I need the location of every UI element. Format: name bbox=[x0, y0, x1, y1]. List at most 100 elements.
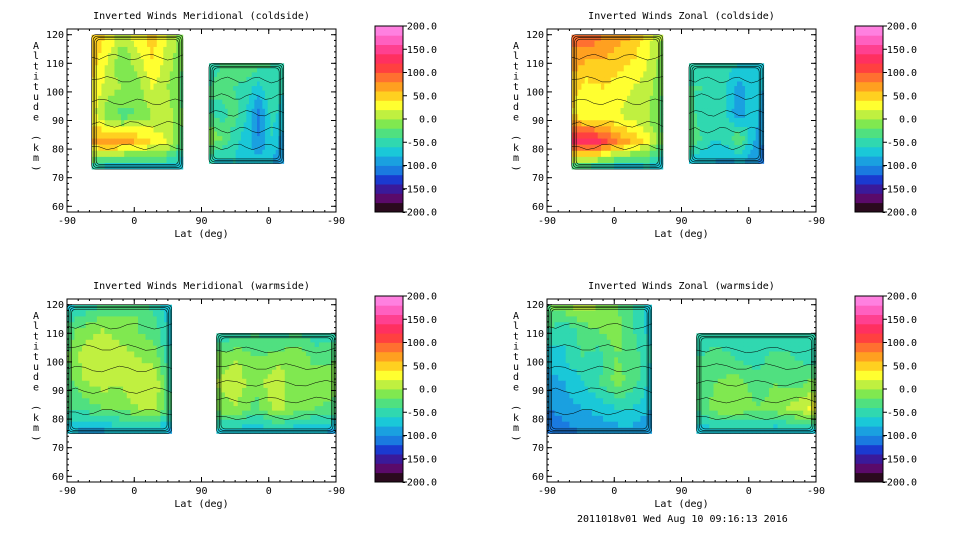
contour-line bbox=[551, 308, 648, 430]
contour-cell bbox=[271, 387, 277, 393]
contour-cell bbox=[327, 419, 333, 425]
contour-cell bbox=[614, 369, 619, 376]
contour-cell bbox=[89, 351, 94, 358]
contour-cell bbox=[270, 127, 274, 132]
contour-cell bbox=[81, 421, 87, 428]
contour-cell bbox=[70, 363, 75, 370]
contour-cell bbox=[644, 398, 649, 405]
contour-cell bbox=[137, 59, 141, 66]
contour-cell bbox=[739, 140, 743, 146]
contour-cell bbox=[599, 351, 604, 358]
contour-cell bbox=[173, 83, 177, 91]
contour-cell bbox=[137, 322, 143, 329]
contour-cell bbox=[587, 144, 592, 152]
contour-cell bbox=[721, 90, 725, 96]
contour-cell bbox=[156, 95, 161, 103]
contour-cell bbox=[85, 421, 90, 428]
contour-cell bbox=[281, 95, 285, 101]
contour-cell bbox=[163, 77, 167, 84]
contour-cell bbox=[101, 114, 106, 121]
contour-cell bbox=[742, 131, 746, 137]
contour-cell bbox=[163, 71, 167, 78]
contour-cell bbox=[627, 120, 631, 127]
contour-cell bbox=[263, 419, 269, 425]
contour-cell bbox=[94, 132, 99, 139]
contour-cell bbox=[632, 316, 638, 323]
contour-cell bbox=[644, 339, 649, 347]
contour-cell bbox=[574, 71, 579, 78]
contour-cell bbox=[143, 150, 148, 158]
contour-cell bbox=[137, 392, 143, 399]
contour-cell bbox=[91, 77, 96, 84]
contour-cell bbox=[278, 127, 282, 132]
contour-cell bbox=[614, 374, 619, 382]
contour-cell bbox=[632, 415, 638, 423]
contour-line bbox=[688, 143, 764, 150]
contour-cell bbox=[610, 392, 615, 399]
contour-cell bbox=[220, 415, 226, 421]
contour-cell bbox=[696, 117, 701, 123]
contour-cell bbox=[251, 72, 255, 78]
contour-cell bbox=[152, 404, 158, 411]
contour-cell bbox=[653, 138, 657, 146]
contour-cell bbox=[750, 127, 754, 132]
contour-cell bbox=[262, 145, 266, 151]
contour-cell bbox=[169, 144, 174, 152]
contour-cell bbox=[318, 410, 324, 416]
contour-cell bbox=[238, 136, 242, 142]
contour-cell bbox=[707, 140, 711, 146]
contour-cell bbox=[111, 150, 115, 158]
contour-cell bbox=[254, 158, 258, 164]
contour-cell bbox=[267, 333, 273, 339]
contour-cell bbox=[246, 397, 251, 402]
contour-cell bbox=[636, 398, 641, 405]
contour-cell bbox=[646, 65, 651, 72]
contour-cell bbox=[747, 113, 751, 119]
contour-cell bbox=[584, 339, 589, 347]
contour-cell bbox=[632, 328, 638, 335]
contour-cell bbox=[721, 99, 725, 105]
contour-cell bbox=[629, 369, 634, 376]
contour-cell bbox=[100, 363, 105, 370]
contour-cell bbox=[323, 424, 328, 430]
contour-cell bbox=[238, 122, 242, 128]
contour-cell bbox=[293, 369, 298, 375]
contour-cell bbox=[633, 138, 638, 146]
contour-cell bbox=[629, 374, 634, 382]
contour-cell bbox=[130, 120, 135, 127]
contour-cell bbox=[169, 156, 174, 164]
contour-cell bbox=[141, 421, 146, 428]
contour-cell bbox=[758, 158, 762, 164]
contour-cell bbox=[633, 114, 638, 121]
contour-cell bbox=[603, 310, 608, 317]
contour-cell bbox=[120, 40, 125, 48]
contour-cell bbox=[632, 339, 638, 347]
contour-cell bbox=[587, 132, 592, 139]
contour-cell bbox=[644, 369, 649, 376]
contour-cell bbox=[246, 140, 250, 146]
y-tick-label: 100 bbox=[46, 357, 64, 368]
contour-cell bbox=[100, 398, 105, 405]
contour-cell bbox=[588, 415, 593, 423]
contour-cell bbox=[587, 83, 592, 91]
contour-cell bbox=[753, 86, 757, 92]
contour-cell bbox=[297, 342, 303, 348]
contour-cell bbox=[233, 392, 239, 398]
contour-cell bbox=[755, 117, 759, 123]
contour-cell bbox=[241, 72, 245, 78]
contour-cell bbox=[607, 65, 612, 72]
contour-cell bbox=[117, 53, 122, 60]
contour-cell bbox=[565, 386, 570, 393]
contour-cell bbox=[314, 428, 320, 434]
contour-cell bbox=[263, 392, 269, 398]
contour-cell bbox=[156, 310, 161, 317]
contour-cell bbox=[323, 387, 328, 393]
contour-cell bbox=[104, 108, 109, 115]
contour-cell bbox=[578, 144, 582, 152]
contour-cell bbox=[640, 150, 644, 158]
contour-cell bbox=[617, 95, 621, 103]
colorbar-tick-label: -100.0 bbox=[881, 161, 917, 172]
contour-cell bbox=[627, 46, 631, 54]
contour-cell bbox=[267, 67, 271, 73]
contour-cell bbox=[143, 77, 148, 84]
